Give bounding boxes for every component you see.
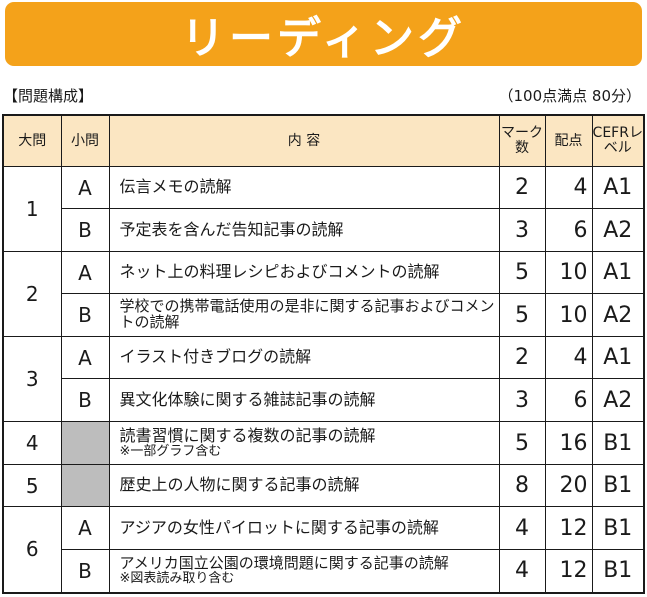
points-cell: 12 [544, 506, 593, 550]
content-cell: 学校での携帯電話使用の是非に関する記事およびコメントの読解 [108, 293, 500, 337]
minor-empty-cell [60, 421, 110, 465]
content-cell: アメリカ国立公園の環境問題に関する記事の読解 ※図表読み取り含む [108, 549, 500, 593]
structure-table: 大問 小問 内 容 マーク数 配点 CEFRレベル 1 A 伝言メモの読解 2 … [2, 114, 645, 594]
points-cell: 16 [544, 421, 593, 465]
points-cell: 4 [544, 336, 593, 379]
minor-label: A [60, 336, 110, 379]
title-banner: リーディング [5, 2, 642, 66]
header-content: 内 容 [108, 114, 500, 167]
section-heading: 【問題構成】 [3, 87, 94, 105]
cefr-cell: B1 [591, 506, 645, 550]
content-text: ネット上の料理レシピおよびコメントの読解 [119, 262, 440, 282]
marks-cell: 4 [498, 506, 546, 550]
major-number: 1 [2, 166, 62, 252]
minor-label: B [60, 378, 110, 422]
header-row: 大問 小問 内 容 マーク数 配点 CEFRレベル [2, 114, 645, 167]
content-text: イラスト付きブログの読解 [119, 347, 312, 367]
marks-cell: 2 [498, 336, 546, 379]
content-cell: 伝言メモの読解 [108, 166, 500, 209]
table-row: 4 読書習慣に関する複数の記事の読解 ※一部グラフ含む 5 16 B1 [2, 421, 645, 465]
minor-empty-cell [60, 464, 110, 507]
minor-label: B [60, 208, 110, 252]
content-cell: 歴史上の人物に関する記事の読解 [108, 464, 500, 507]
table-row: B 学校での携帯電話使用の是非に関する記事およびコメントの読解 5 10 A2 [3, 293, 645, 337]
cefr-cell: B1 [591, 464, 645, 507]
content-cell: イラスト付きブログの読解 [108, 336, 500, 379]
content-cell: 読書習慣に関する複数の記事の読解 ※一部グラフ含む [108, 421, 500, 465]
cefr-cell: B1 [591, 421, 645, 465]
minor-label: B [60, 549, 110, 593]
content-cell: アジアの女性パイロットに関する記事の読解 [108, 506, 500, 550]
minor-label: A [60, 251, 110, 294]
content-cell: 予定表を含んだ告知記事の読解 [108, 208, 500, 252]
content-text: 伝言メモの読解 [119, 177, 232, 197]
header-minor: 小問 [60, 114, 110, 167]
table-row: 3 A イラスト付きブログの読解 2 4 A1 [2, 336, 645, 422]
marks-cell: 3 [498, 208, 546, 252]
content-cell: ネット上の料理レシピおよびコメントの読解 [108, 251, 500, 294]
cefr-cell: A1 [591, 251, 645, 294]
header-marks: マーク数 [498, 114, 546, 167]
cefr-cell: A2 [591, 293, 645, 337]
content-text: 歴史上の人物に関する記事の読解 [119, 475, 360, 495]
minor-label: B [60, 293, 110, 337]
table-row: B アメリカ国立公園の環境問題に関する記事の読解 ※図表読み取り含む 4 12 B… [3, 549, 645, 593]
header-major: 大問 [2, 114, 62, 167]
content-cell: 異文化体験に関する雑誌記事の読解 [108, 378, 500, 422]
marks-cell: 2 [498, 166, 546, 209]
cefr-cell: A2 [591, 208, 645, 252]
cefr-cell: A1 [591, 166, 645, 209]
points-cell: 10 [544, 251, 593, 294]
marks-cell: 3 [498, 378, 546, 422]
points-cell: 12 [544, 549, 593, 593]
points-cell: 6 [544, 208, 593, 252]
marks-cell: 8 [498, 464, 546, 507]
table-row: 5 歴史上の人物に関する記事の読解 8 20 B1 [2, 464, 645, 507]
minor-label: A [60, 166, 110, 209]
points-cell: 10 [544, 293, 593, 337]
table-row: 2 A ネット上の料理レシピおよびコメントの読解 5 10 A1 [2, 251, 645, 337]
major-number: 2 [2, 251, 62, 337]
content-text: 学校での携帯電話使用の是非に関する記事およびコメントの読解 [119, 297, 495, 331]
score-time-note: （100点満点 80分） [498, 87, 642, 105]
content-text: アジアの女性パイロットに関する記事の読解 [119, 517, 439, 537]
minor-label: A [60, 506, 110, 550]
marks-cell: 5 [498, 421, 546, 465]
content-note: ※図表読み取り含む [119, 570, 235, 586]
table-row: B 予定表を含んだ告知記事の読解 3 6 A2 [3, 208, 645, 252]
major-number: 5 [2, 464, 62, 507]
header-points: 配点 [544, 114, 593, 167]
marks-cell: 5 [498, 251, 546, 294]
content-text: アメリカ国立公園の環境問題に関する記事の読解 [119, 554, 449, 573]
content-text: 読書習慣に関する複数の記事の読解 [119, 425, 376, 445]
header-cefr: CEFRレベル [591, 114, 645, 167]
marks-cell: 5 [498, 293, 546, 337]
cefr-cell: A1 [591, 336, 645, 379]
points-cell: 4 [544, 166, 593, 209]
major-number: 3 [2, 336, 62, 422]
major-number: 4 [2, 421, 62, 465]
points-cell: 6 [544, 378, 593, 422]
page-title: リーディング [181, 13, 466, 64]
table-row: 1 A 伝言メモの読解 2 4 A1 [2, 166, 645, 252]
table-row: 6 A アジアの女性パイロットに関する記事の読解 4 12 B1 [2, 506, 645, 593]
marks-cell: 4 [498, 549, 546, 593]
content-text: 予定表を含んだ告知記事の読解 [119, 219, 344, 239]
content-note: ※一部グラフ含む [119, 443, 222, 459]
points-cell: 20 [544, 464, 593, 507]
cefr-cell: A2 [591, 378, 645, 422]
content-text: 異文化体験に関する雑誌記事の読解 [119, 389, 376, 409]
table-row: B 異文化体験に関する雑誌記事の読解 3 6 A2 [3, 378, 645, 422]
cefr-cell: B1 [591, 549, 645, 593]
major-number: 6 [2, 506, 62, 593]
